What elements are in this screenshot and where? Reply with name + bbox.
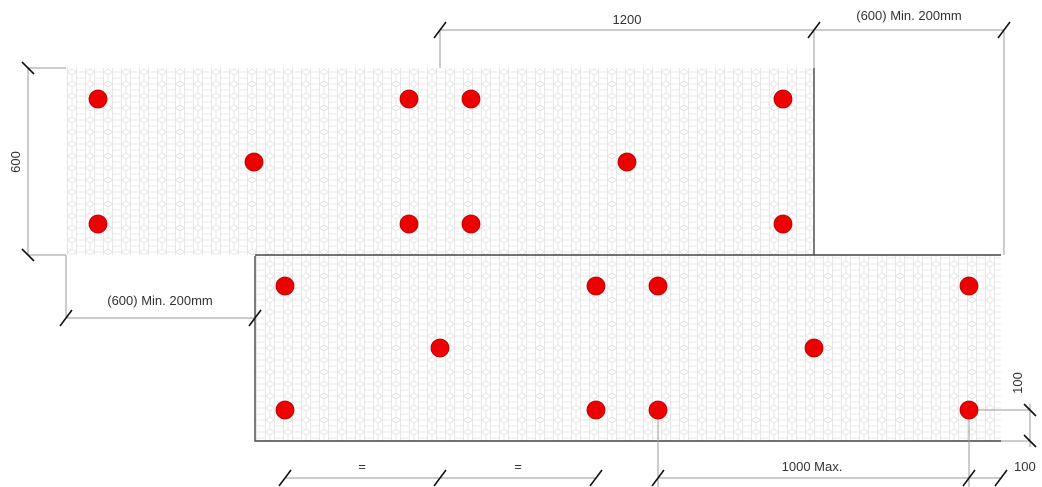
dimension-bottom: = = 1000 Max. 100 (278, 410, 1036, 487)
fastener (461, 89, 481, 109)
fastener (88, 89, 108, 109)
left-offset-label: (600) Min. 200mm (107, 293, 212, 308)
upper-board-fasteners (88, 89, 793, 234)
upper-board (66, 68, 815, 255)
fastener (804, 338, 824, 358)
lower-board (254, 254, 1001, 442)
fastener (461, 214, 481, 234)
fastener (586, 276, 606, 296)
dimension-left-height: 600 (8, 61, 66, 262)
fastener (773, 214, 793, 234)
fastener (617, 152, 637, 172)
dimension-top-width: 1200 (600) Min. 200mm (433, 8, 1011, 255)
fastener (88, 214, 108, 234)
fastener (773, 89, 793, 109)
fastener (959, 276, 979, 296)
fastener (275, 276, 295, 296)
equal-spacing-label-2: = (514, 459, 522, 474)
left-height-label: 600 (8, 151, 23, 173)
fastener (399, 214, 419, 234)
fastener (586, 400, 606, 420)
fastener (430, 338, 450, 358)
fastener (648, 400, 668, 420)
dimension-edge-bottom: 100 (969, 372, 1037, 448)
fastener (244, 152, 264, 172)
lower-board-fasteners (275, 276, 979, 420)
equal-spacing-label-1: = (358, 459, 366, 474)
fastener (648, 276, 668, 296)
edge-bottom-label: 100 (1010, 372, 1025, 394)
fastener (959, 400, 979, 420)
fastener (275, 400, 295, 420)
max-spacing-label: 1000 Max. (782, 459, 843, 474)
dimension-left-offset: (600) Min. 200mm (59, 255, 262, 327)
fastener (399, 89, 419, 109)
top-right-gap-label: (600) Min. 200mm (856, 8, 961, 23)
edge-right-label: 100 (1014, 459, 1036, 474)
top-width-label: 1200 (613, 12, 642, 27)
